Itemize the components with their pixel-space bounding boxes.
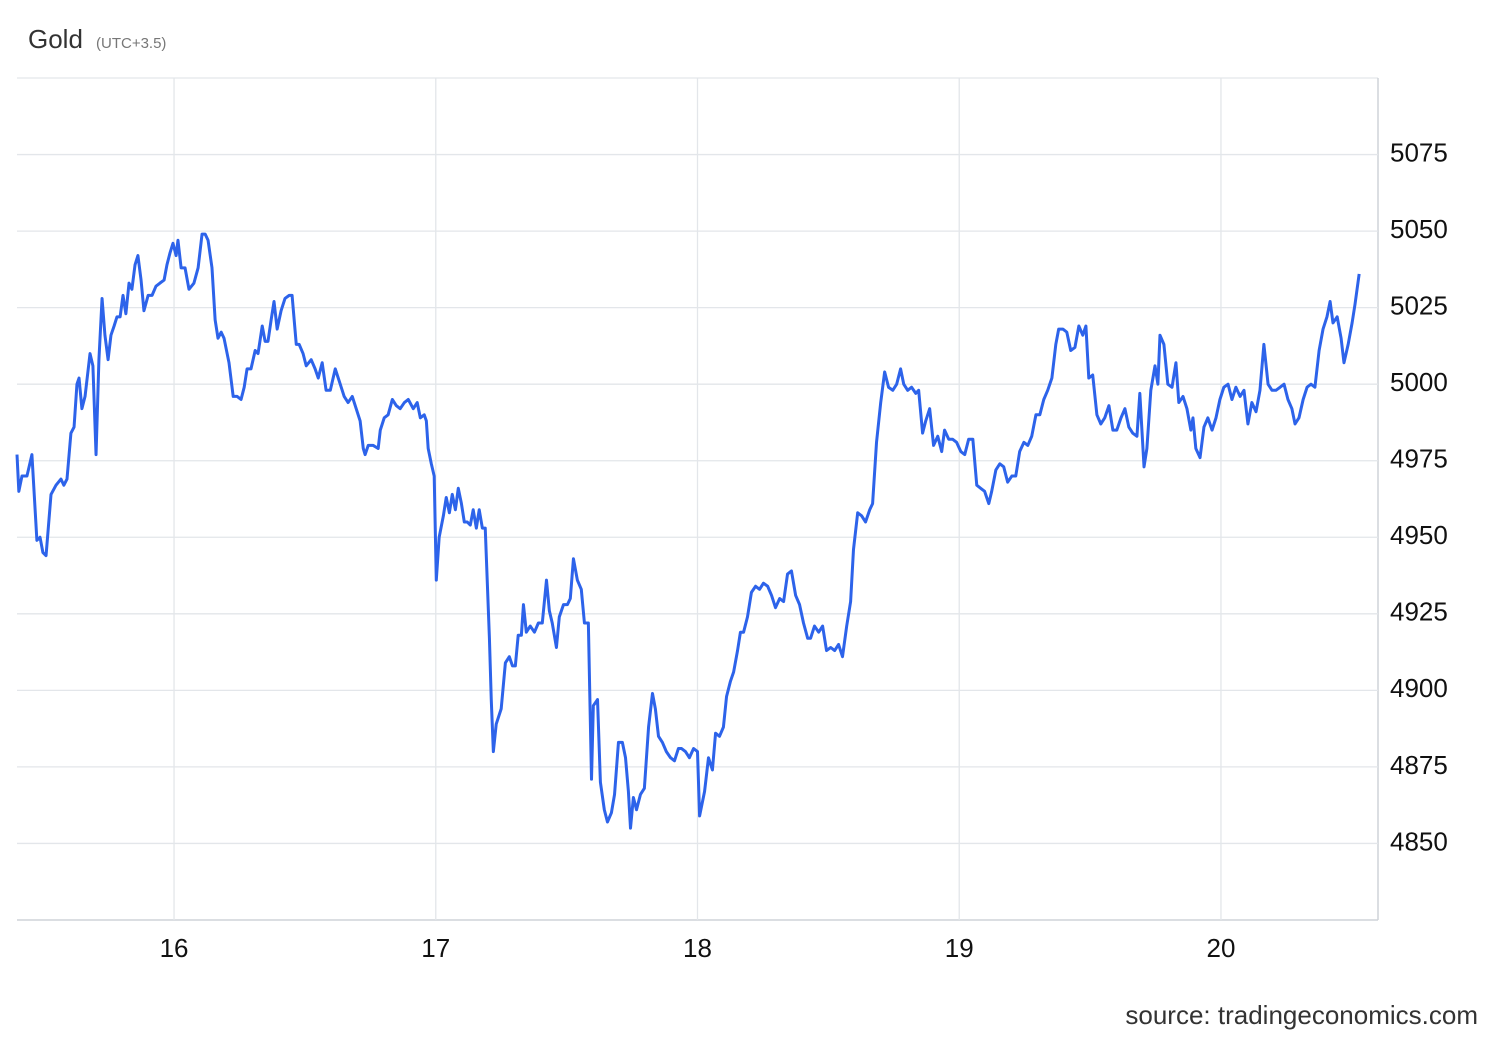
y-tick-label: 5050 xyxy=(1390,214,1448,244)
x-tick-label: 18 xyxy=(683,933,712,963)
y-tick-label: 4950 xyxy=(1390,520,1448,550)
price-line xyxy=(15,232,1361,830)
y-tick-label: 4850 xyxy=(1390,826,1448,856)
y-tick-label: 5075 xyxy=(1390,137,1448,167)
y-tick-label: 4875 xyxy=(1390,750,1448,780)
source-note: source: tradingeconomics.com xyxy=(1125,1000,1478,1030)
chart-title: Gold xyxy=(28,24,83,54)
y-tick-label: 4925 xyxy=(1390,597,1448,627)
y-tick-label: 5025 xyxy=(1390,291,1448,321)
chart-subtitle: (UTC+3.5) xyxy=(96,35,166,52)
y-tick-label: 4900 xyxy=(1390,673,1448,703)
x-tick-label: 19 xyxy=(945,933,974,963)
x-tick-label: 20 xyxy=(1207,933,1236,963)
x-tick-label: 16 xyxy=(160,933,189,963)
y-tick-label: 4975 xyxy=(1390,444,1448,474)
y-tick-label: 5000 xyxy=(1390,367,1448,397)
x-tick-label: 17 xyxy=(421,933,450,963)
